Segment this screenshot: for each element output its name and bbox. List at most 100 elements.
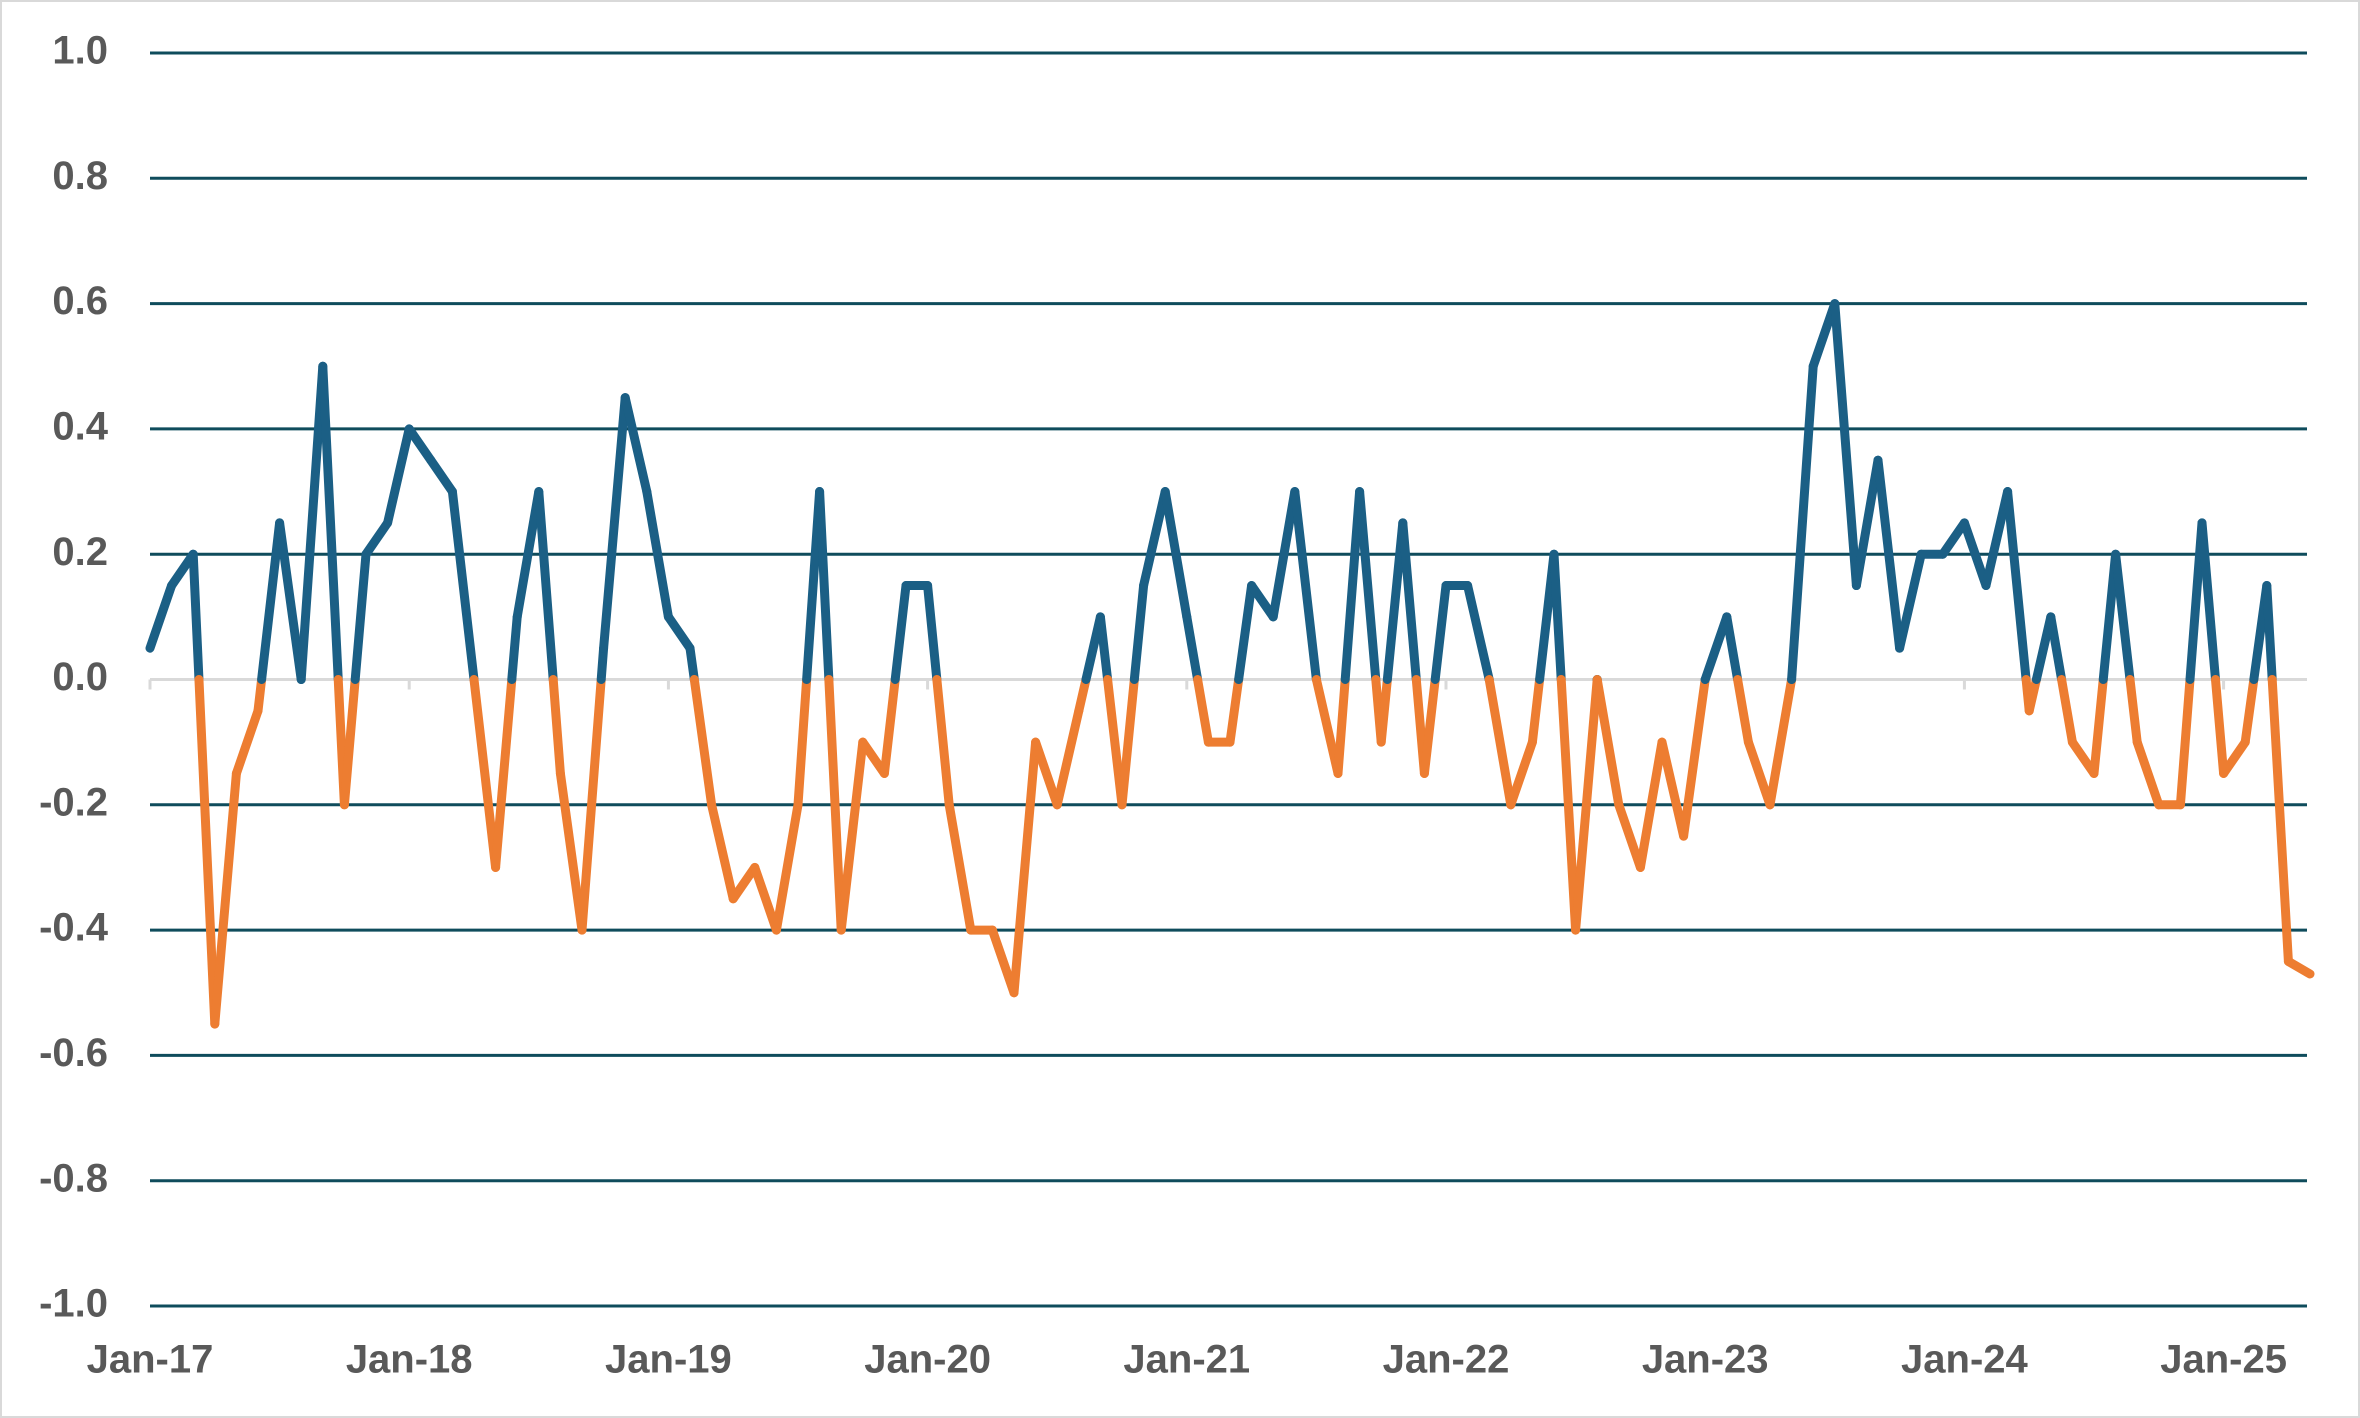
line-segment [404, 424, 436, 465]
line-segment [447, 487, 479, 684]
line-segment [1463, 581, 1494, 684]
line-segment [1700, 612, 1732, 684]
line-segment [231, 706, 263, 778]
line-segment [771, 800, 803, 935]
line-segment [2267, 675, 2293, 966]
x-tick-label: Jan-19 [605, 1338, 732, 1382]
y-tick-label: -1.0 [39, 1282, 108, 1326]
line-segment [2003, 487, 2031, 684]
line-segment [1938, 518, 1969, 559]
line-segment [685, 643, 699, 684]
line-segment [512, 487, 544, 622]
line-segment [2262, 581, 2277, 684]
line-segment [1527, 675, 1545, 747]
line-segment [1193, 675, 1213, 747]
y-tick-label: -0.4 [39, 906, 109, 950]
line-segment [1614, 800, 1645, 872]
line-segment [1074, 675, 1091, 716]
line-segment [1382, 518, 1408, 684]
line-segment [194, 675, 220, 1029]
line-segment [210, 768, 241, 1029]
line-segment [2240, 675, 2259, 747]
line-segment [1398, 518, 1421, 684]
line-segment [1376, 675, 1392, 747]
line-segment [350, 549, 371, 684]
line-segment [1129, 581, 1149, 684]
line-segment [1830, 299, 1861, 591]
line-segment [188, 549, 204, 684]
line-segment [707, 800, 738, 904]
line-segment [145, 581, 177, 653]
line-segment [1333, 675, 1350, 778]
line-segment [1571, 675, 1602, 935]
line-segment [426, 455, 457, 497]
line-segment [1765, 675, 1797, 810]
line-segment [548, 675, 565, 778]
line-segment [2219, 737, 2250, 778]
line-segment [923, 581, 942, 684]
line-segment [253, 675, 267, 716]
y-tick-label: -0.8 [39, 1156, 108, 1200]
line-segment [1182, 612, 1203, 684]
line-segment [596, 643, 609, 684]
line-segment [2089, 675, 2108, 778]
y-tick-label: -0.2 [39, 780, 108, 824]
x-tick-label: Jan-18 [346, 1338, 473, 1382]
line-segment [469, 675, 501, 872]
line-segment [1052, 706, 1084, 810]
line-segment [507, 612, 522, 684]
line-segment [1268, 487, 1300, 622]
line-segment [824, 675, 846, 935]
line-segment [890, 581, 911, 684]
y-tick-label: 0.0 [52, 655, 108, 699]
line-segment [1657, 737, 1689, 841]
y-tick-label: 0.2 [52, 530, 108, 574]
line-segment [2283, 956, 2315, 979]
x-tick-label: Jan-25 [2160, 1338, 2287, 1382]
x-tick-label: Jan-21 [1123, 1338, 1250, 1382]
line-segment [1787, 361, 1818, 684]
line-segment [728, 862, 760, 904]
line-segment [620, 393, 652, 497]
line-segment [879, 675, 900, 778]
line-segment [1556, 675, 1581, 935]
line-segment [1234, 581, 1257, 684]
line-segment [1117, 675, 1139, 810]
line-segment [1009, 737, 1041, 998]
line-segment [2197, 518, 2220, 684]
line-segment [1873, 455, 1905, 653]
line-segment [1419, 675, 1440, 778]
x-tick-label: Jan-17 [87, 1338, 214, 1382]
line-segment [257, 518, 285, 684]
line-segment [2125, 675, 2142, 747]
line-segment [1679, 675, 1710, 841]
line-segment [1484, 675, 1516, 810]
line-segment [383, 424, 414, 528]
line-segment [296, 361, 328, 684]
line-segment [1290, 487, 1321, 684]
y-tick-label: -0.6 [39, 1031, 108, 1075]
line-segment [1635, 737, 1667, 872]
x-tick-label: Jan-24 [1901, 1338, 2028, 1382]
line-segment [1592, 675, 1624, 810]
line-segment [1733, 675, 1753, 747]
line-segment [2175, 675, 2195, 810]
line-segment [1139, 487, 1170, 591]
line-segment [1311, 675, 1343, 778]
line-segment [793, 675, 812, 810]
line-segment [1225, 675, 1244, 747]
line-segment [1430, 581, 1451, 684]
line-segment [1355, 487, 1381, 684]
y-tick-label: 1.0 [52, 29, 108, 73]
line-segment [2132, 737, 2164, 810]
line-segment [2211, 675, 2229, 778]
line-segment [1895, 549, 1926, 653]
x-tick-label: Jan-22 [1383, 1338, 1510, 1382]
line-segment [555, 768, 587, 935]
line-segment [944, 800, 976, 935]
line-segment [599, 393, 630, 653]
line-segment [1722, 612, 1743, 684]
x-tick-label: Jan-20 [864, 1338, 991, 1382]
x-tick-label: Jan-23 [1642, 1338, 1769, 1382]
line-segment [689, 675, 717, 810]
